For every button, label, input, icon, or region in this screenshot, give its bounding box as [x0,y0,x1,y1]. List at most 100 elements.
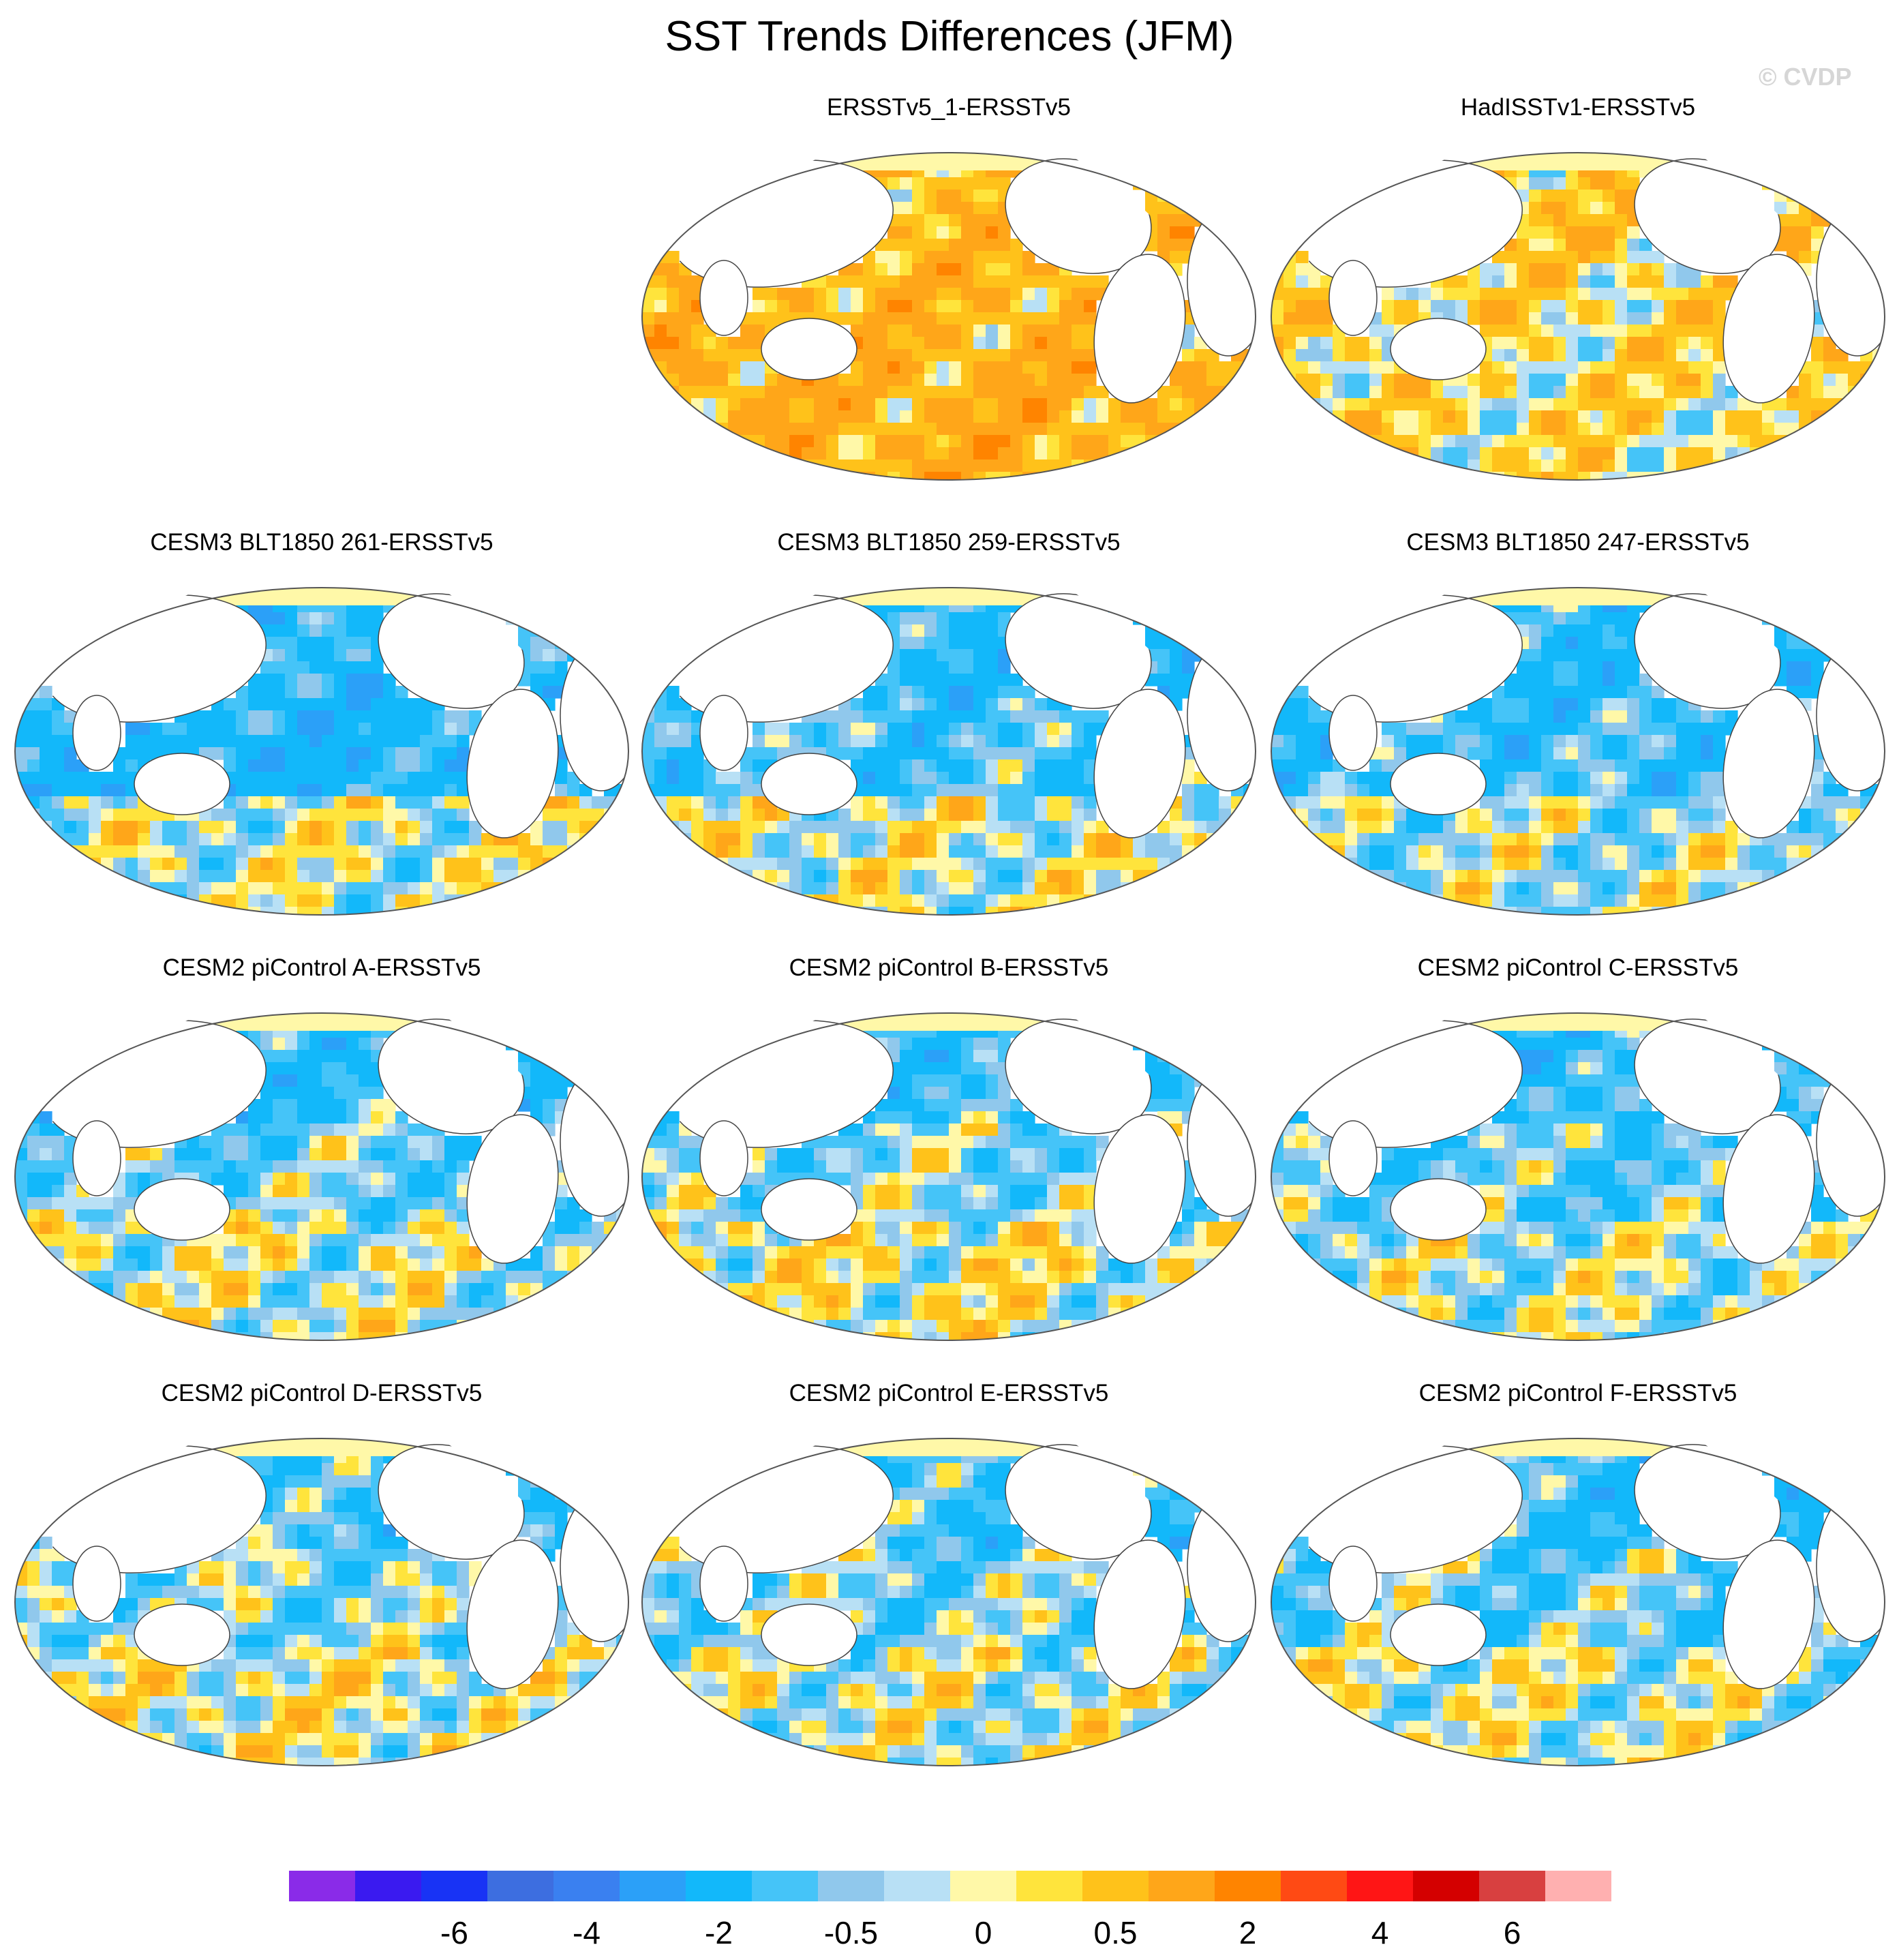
sst-cell [1406,398,1419,411]
sst-cell [1774,894,1787,907]
sst-cell [408,772,421,785]
sst-cell [1170,588,1183,601]
sst-cell [961,263,974,276]
sst-cell [1047,472,1060,480]
sst-cell [1848,459,1861,472]
sst-cell [1382,398,1395,411]
sst-cell [371,772,384,785]
sst-cell [52,821,65,834]
sst-cell [52,1050,65,1063]
sst-cell [1578,894,1591,907]
sst-cell [1504,845,1517,858]
sst-cell [851,325,864,337]
sst-cell [1231,398,1244,411]
sst-cell [125,1013,138,1026]
sst-cell [543,1013,556,1026]
sst-cell [604,1038,617,1051]
sst-cell [912,300,925,313]
sst-cell [236,821,249,834]
sst-cell [1084,747,1097,760]
sst-cell [1022,710,1035,723]
sst-cell [1676,882,1689,895]
sst-cell [1443,300,1456,313]
sst-cell [150,894,163,907]
sst-cell [1566,833,1579,846]
sst-cell [1860,894,1873,907]
sst-cell [1578,337,1591,350]
sst-cell [371,845,384,858]
sst-cell [1182,907,1195,915]
sst-cell [912,809,925,821]
sst-cell [1713,153,1726,166]
sst-cell [1357,349,1370,362]
sst-cell [285,772,298,785]
sst-cell [1517,723,1530,736]
sst-cell [273,637,286,650]
sst-cell [555,1025,568,1038]
sst-cell [875,723,888,736]
sst-cell [592,796,605,809]
sst-cell [1231,153,1244,166]
sst-cell [912,177,925,190]
sst-cell [1725,710,1738,723]
sst-cell [1639,398,1652,411]
sst-cell [15,772,28,785]
sst-cell [1243,612,1256,625]
sst-cell [1799,809,1812,821]
sst-cell [457,784,470,797]
sst-cell [937,759,950,772]
sst-cell [961,661,974,674]
sst-cell [52,772,65,785]
sst-cell [297,661,310,674]
sst-cell [1035,894,1048,907]
sst-cell [15,1013,28,1026]
sst-cell [1553,723,1566,736]
sst-cell [199,723,212,736]
sst-cell [1517,263,1530,276]
sst-cell [1615,214,1628,227]
sst-cell [543,588,556,601]
sst-cell [642,423,655,436]
sst-cell [125,747,138,760]
sst-cell [1182,882,1195,895]
sst-cell [863,784,876,797]
sst-cell [1035,858,1048,871]
sst-cell [1553,226,1566,239]
sst-cell [1283,472,1296,480]
sst-cell [1283,459,1296,472]
sst-cell [1072,435,1084,448]
sst-cell [346,686,359,699]
sst-cell [912,698,925,711]
sst-cell [1157,459,1170,472]
sst-cell [863,386,876,399]
sst-cell [1701,361,1714,374]
sst-cell [1243,870,1256,883]
sst-cell [1787,600,1799,613]
sst-cell [113,858,126,871]
sst-cell [1553,214,1566,227]
sst-cell [1182,177,1195,190]
sst-cell [998,723,1011,736]
sst-cell [716,472,729,480]
sst-cell [567,894,580,907]
sst-cell [1590,251,1603,264]
sst-cell [1823,809,1836,821]
sst-cell [1308,153,1321,166]
sst-cell [579,1062,592,1075]
sst-cell [1194,637,1207,650]
sst-cell [1345,796,1358,809]
sst-cell [826,300,839,313]
sst-cell [1602,735,1615,748]
sst-cell [949,784,962,797]
sst-cell [986,784,999,797]
sst-cell [679,386,692,399]
sst-cell [924,239,937,252]
sst-cell [814,423,827,436]
sst-cell [986,649,999,662]
sst-cell [1541,833,1554,846]
sst-cell [875,833,888,846]
sst-cell [851,398,864,411]
sst-cell [998,398,1011,411]
sst-cell [740,759,753,772]
sst-cell [359,784,371,797]
